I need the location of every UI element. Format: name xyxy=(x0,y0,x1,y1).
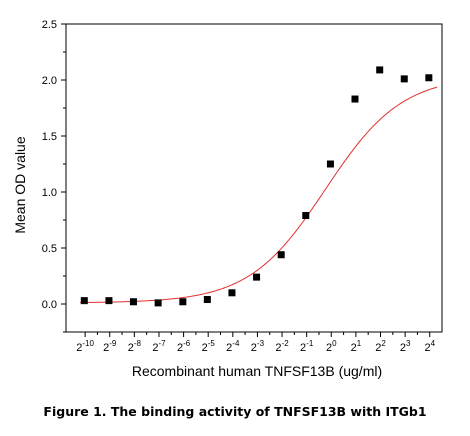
data-point xyxy=(326,160,334,168)
chart: 0.0 0.5 1.0 1.5 2.0 2.5 2-10 2-9 2-8 2-7 2-6 2-5 2-4… xyxy=(12,19,443,379)
data-point xyxy=(179,298,187,306)
x-tick-label: 23 xyxy=(400,339,411,354)
x-tick-label: 2-2 xyxy=(275,339,289,354)
x-tick-label: 2-7 xyxy=(152,339,166,354)
data-point xyxy=(351,95,359,103)
y-tick-label: 2.5 xyxy=(42,19,57,31)
axes: 0.0 0.5 1.0 1.5 2.0 2.5 2-10 2-9 2-8 2-7 2-6 2-5 2-4… xyxy=(42,19,443,354)
x-tick-label: 2-6 xyxy=(177,339,191,354)
x-tick-label: 20 xyxy=(326,339,337,354)
x-tick-label: 2-9 xyxy=(103,339,117,354)
data-point xyxy=(302,212,310,220)
data-point xyxy=(400,75,408,83)
fit-curve-line xyxy=(80,86,438,304)
x-axis-title: Recombinant human TNFSF13B (ug/ml) xyxy=(132,363,382,379)
y-tick-label: 0.5 xyxy=(42,243,57,255)
fit-curve-layer xyxy=(80,86,438,304)
data-points-layer xyxy=(80,66,433,307)
data-point xyxy=(129,298,137,306)
x-tick-label: 2-8 xyxy=(128,339,142,354)
x-tick-label: 21 xyxy=(351,339,362,354)
x-tick-label: 2-3 xyxy=(251,339,265,354)
y-tick-label: 2.0 xyxy=(42,75,57,87)
x-tick-label: 22 xyxy=(375,339,386,354)
data-point xyxy=(203,296,211,304)
y-tick-label: 1.0 xyxy=(42,187,57,199)
y-tick-label: 0.0 xyxy=(42,299,57,311)
plot-frame xyxy=(65,23,443,333)
data-point xyxy=(253,273,261,281)
x-tick-label: 2-4 xyxy=(226,339,240,354)
x-tick-label: 2-10 xyxy=(76,339,94,354)
data-point xyxy=(80,297,88,305)
y-tick-label: 1.5 xyxy=(42,131,57,143)
x-tick-label: 24 xyxy=(424,339,435,354)
x-tick-label: 2-5 xyxy=(202,339,216,354)
figure-caption: Figure 1. The binding activity of TNFSF1… xyxy=(43,404,427,419)
data-point xyxy=(425,74,433,82)
data-point xyxy=(154,299,162,307)
y-axis-title: Mean OD value xyxy=(12,136,28,233)
x-tick-label: 2-1 xyxy=(300,339,314,354)
data-point xyxy=(105,297,113,305)
data-point xyxy=(376,66,384,74)
data-point xyxy=(277,251,285,259)
data-point xyxy=(228,289,236,297)
